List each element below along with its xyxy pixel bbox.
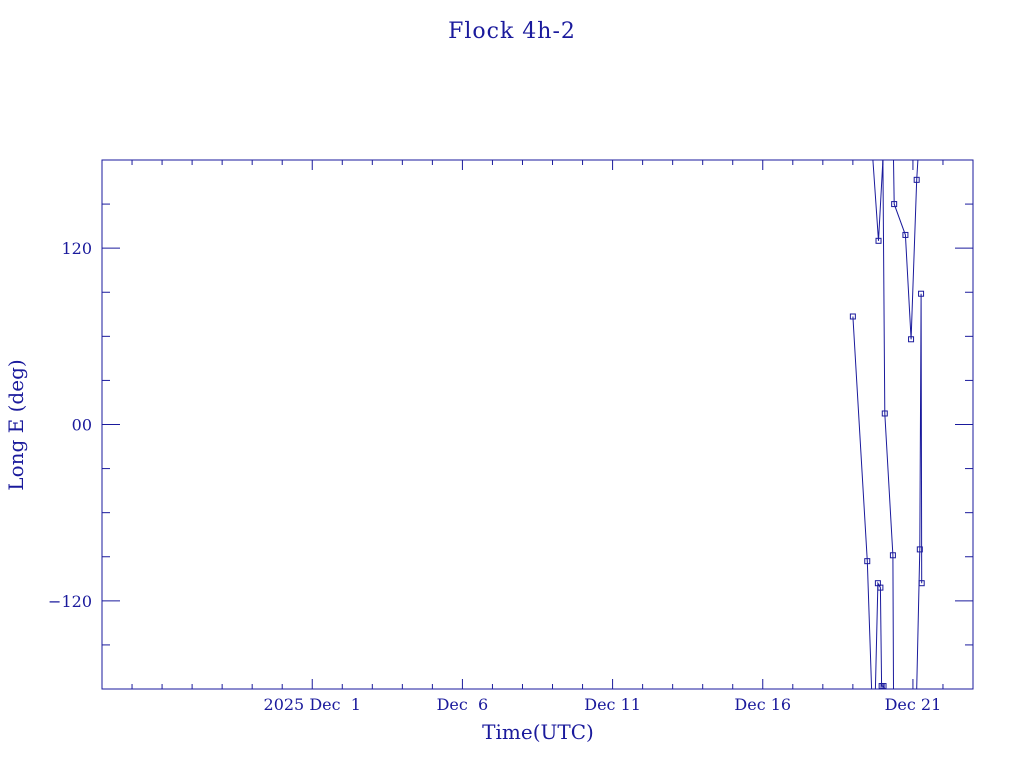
series-markers — [849, 176, 925, 690]
series-line-6 — [916, 293, 923, 690]
x-tick-label: Dec 16 — [734, 695, 791, 714]
data-point — [864, 558, 871, 565]
series-line-1 — [852, 316, 873, 690]
data-point — [875, 237, 882, 244]
series-line-3 — [874, 581, 886, 690]
y-tick-label: 120 — [61, 239, 92, 258]
data-point — [880, 683, 887, 690]
plot-frame — [101, 159, 974, 690]
series-line-5 — [893, 159, 919, 340]
data-point — [881, 410, 888, 417]
y-tick-labels: 120 00 −120 — [48, 239, 92, 611]
data-point — [918, 580, 925, 587]
series-lines — [852, 159, 923, 690]
data-point — [889, 552, 896, 559]
series-line-4 — [882, 159, 894, 690]
y-tick-label: 00 — [72, 416, 92, 435]
x-tick-label: Dec 11 — [584, 695, 641, 714]
data-point — [908, 336, 915, 343]
x-tick-label: Dec 6 — [437, 695, 489, 714]
data-point — [913, 176, 920, 183]
data-point — [891, 201, 898, 208]
series-line-2 — [872, 159, 884, 241]
y-axis-label: Long E (deg) — [4, 359, 28, 490]
x-tick-label: 2025 Dec 1 — [264, 695, 361, 714]
chart-title: Flock 4h-2 — [448, 19, 576, 44]
data-point — [849, 313, 856, 320]
axis-ticks — [102, 160, 973, 689]
x-tick-label: Dec 21 — [885, 695, 942, 714]
x-axis-label: Time(UTC) — [482, 720, 594, 744]
x-tick-labels: 2025 Dec 1 Dec 6 Dec 11 Dec 16 Dec 21 — [264, 695, 942, 714]
data-point — [902, 231, 909, 238]
data-point — [877, 584, 884, 591]
data-point — [918, 290, 925, 297]
y-tick-label: −120 — [48, 592, 92, 611]
data-point — [916, 546, 923, 553]
